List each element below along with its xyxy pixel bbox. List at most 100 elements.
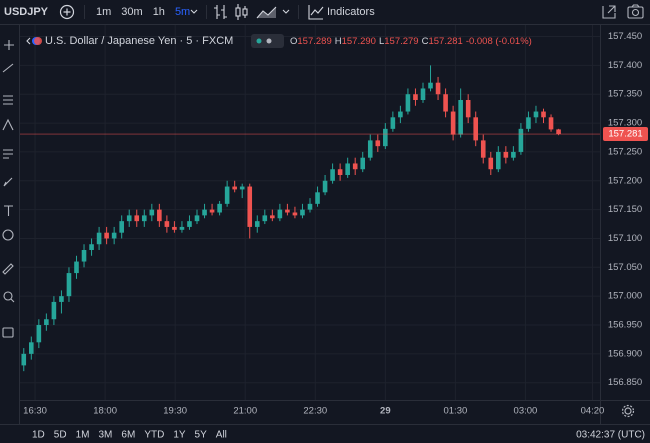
candle-body [285,209,290,213]
bars-style-button[interactable] [214,5,227,19]
top-toolbar [0,0,650,24]
candle-body [187,221,192,227]
time-tick-label: 19:30 [163,406,187,417]
price-tick-label: 156.850 [608,377,642,388]
candle-body [526,117,531,129]
candle-body [66,273,72,297]
range-button[interactable]: 1D [32,430,45,441]
add-symbol-button[interactable] [59,4,75,20]
interval-button[interactable]: 5m [175,6,190,18]
candle-body [375,140,381,147]
candle-body [89,244,94,250]
legend-high: 157.290 [342,36,376,47]
candle-body [277,209,283,219]
legend-h-label: H [335,36,342,47]
range-button[interactable]: 5Y [195,430,208,441]
candle-body [503,151,509,158]
range-button[interactable]: 1Y [173,430,186,441]
snapshot-button[interactable] [627,4,644,19]
candle-body [337,169,343,175]
data-status [266,38,272,44]
candle-body [533,111,539,118]
candle-body [194,215,200,222]
range-button[interactable]: 1M [76,430,90,441]
candle-body [496,151,501,170]
projection-tool[interactable] [3,149,13,159]
fullscreen-button[interactable] [602,5,616,19]
candle-body [435,82,441,95]
range-button[interactable]: YTD [144,430,164,441]
last-price-badge [603,127,648,142]
candle-body [443,94,448,112]
candle-body [420,88,426,100]
crosshair-tool[interactable] [4,40,14,50]
candle-body [352,163,358,170]
range-button[interactable]: All [216,430,227,441]
candle-body [164,221,170,227]
candle-body [322,180,328,193]
text-tool[interactable] [4,205,13,216]
pattern-tool[interactable] [2,118,14,131]
range-button[interactable]: 6M [121,430,135,441]
candle-body [119,221,124,233]
candle-body [21,353,27,366]
time-tick-label: 18:00 [93,406,117,417]
candle-body [405,94,411,112]
legend: U.S. Dollar / Japanese Yen · 5 · FXCM O1… [26,34,532,48]
candle-body [458,100,463,135]
zoom-tool[interactable] [3,291,13,301]
price-tick-label: 157.150 [608,204,642,215]
candle-body [315,192,320,204]
area-style-button[interactable] [256,6,277,19]
interval-button[interactable]: 1m [96,6,111,18]
candle-body [413,94,418,100]
candle-body [548,117,554,130]
candle-body [270,215,275,219]
symbol[interactable]: USDJPY [4,6,49,18]
settings-button[interactable] [621,404,635,418]
candle-body [104,232,109,239]
candle-body [398,111,403,118]
candle-body [239,186,245,190]
price-tick-label: 157.200 [608,175,642,186]
price-tick-label: 157.100 [608,233,642,244]
emoji-tool[interactable] [2,229,14,241]
legend-close: 157.281 [428,36,462,47]
price-tick-label: 157.350 [608,89,642,100]
trendline-tool[interactable] [2,63,14,73]
candle-body [209,209,215,213]
time-tick-label: 21:00 [233,406,257,417]
candle-body [202,209,207,216]
candle-body [44,319,49,325]
candle-body [157,209,162,222]
interval-dropdown[interactable] [190,9,198,14]
fib-tool[interactable] [3,95,13,105]
style-dropdown[interactable] [282,9,290,14]
time-tick-label: 22:30 [303,406,327,417]
time-tick-label: 04:20 [581,406,605,417]
interval-button[interactable]: 1h [153,6,165,18]
range-button[interactable]: 3M [99,430,113,441]
candle-body [488,157,494,170]
legend-open: 157.289 [297,36,331,47]
range-button[interactable]: 5D [54,430,67,441]
candle-body [480,140,486,158]
candle-body [172,226,177,230]
candle-body [428,82,433,89]
candles-style-button[interactable] [235,4,248,20]
candle-body [367,140,373,158]
candle-body [511,151,516,158]
ruler-tool[interactable] [2,263,14,275]
magnet-tool[interactable] [2,327,14,338]
price-tick-label: 157.450 [608,31,642,42]
indicators-icon[interactable] [308,5,324,20]
candle-body [383,128,388,147]
brush-tool[interactable] [3,177,13,187]
candle-body [330,169,335,181]
collapse-button[interactable] [26,37,31,45]
candle-body [126,215,132,222]
candle-body [390,117,396,129]
interval-button[interactable]: 30m [121,6,142,18]
indicators-button[interactable]: Indicators [327,6,375,18]
